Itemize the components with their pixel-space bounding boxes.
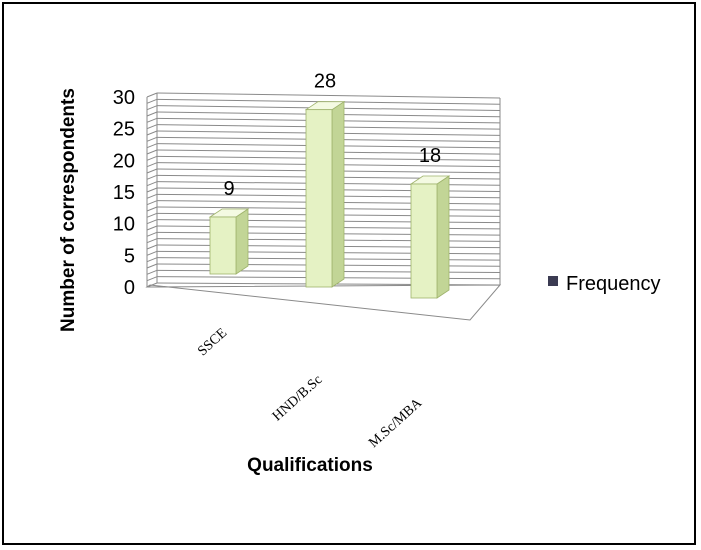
gridline-wall (146, 136, 158, 142)
gridline-wall (146, 98, 158, 104)
data-label: 9 (223, 178, 234, 200)
y-tick-label: 15 (113, 182, 135, 204)
gridline-wall (146, 130, 158, 136)
chart-floor (145, 284, 502, 321)
gridline-wall (146, 105, 158, 111)
y-tick-label: 20 (113, 150, 135, 172)
gridline-wall (146, 162, 158, 168)
gridline-wall (146, 155, 158, 161)
gridline-wall (146, 231, 158, 237)
gridline-wall (146, 257, 158, 263)
bar-side (331, 100, 345, 288)
gridline-wall (146, 219, 158, 225)
gridline-wall (146, 187, 158, 193)
gridline-wall (146, 200, 158, 206)
gridline-wall (146, 181, 158, 187)
bar (208, 208, 250, 275)
gridline-wall (146, 117, 158, 123)
gridline-wall (146, 212, 158, 218)
category-label: M.Sc/MBA (366, 395, 426, 451)
gridline-wall (146, 143, 158, 149)
gridline (156, 92, 501, 99)
gridline-wall (146, 269, 158, 275)
gridline-wall (146, 174, 158, 180)
floor-outline (145, 284, 502, 321)
bar-front (209, 216, 237, 275)
gridline-wall (146, 225, 158, 231)
gridline-wall (146, 168, 158, 174)
bars (208, 100, 451, 299)
bar-front (305, 109, 333, 288)
chart-frame (2, 2, 696, 545)
y-axis-ticks: 0 5 10 15 20 25 30 (113, 87, 135, 299)
bar-side (436, 175, 450, 299)
gridline-wall (146, 250, 158, 256)
y-tick-label: 30 (113, 87, 135, 109)
gridline-wall (146, 276, 158, 282)
gridline-wall (146, 206, 158, 212)
y-axis-title: Number of correspondents (58, 88, 79, 332)
legend-marker-frequency (548, 276, 558, 286)
category-labels: SSCE HND/B.Sc M.Sc/MBA (195, 326, 426, 451)
legend: Frequency (548, 273, 661, 295)
data-label: 28 (314, 71, 336, 93)
category-label: SSCE (195, 326, 230, 360)
data-labels: 9 28 18 (223, 71, 441, 200)
legend-label-frequency: Frequency (566, 273, 661, 295)
bar (304, 100, 346, 288)
gridline-wall (146, 193, 158, 199)
bar (409, 175, 451, 299)
gridline-wall (146, 263, 158, 269)
y-tick-label: 10 (113, 214, 135, 236)
bar-front (410, 183, 438, 299)
bar-side (235, 208, 249, 275)
y-tick-label: 0 (124, 277, 135, 299)
gridline-wall (146, 111, 158, 117)
y-tick-label: 25 (113, 119, 135, 141)
gridline-wall (146, 238, 158, 244)
gridline-wall (146, 244, 158, 250)
data-label: 18 (419, 145, 441, 167)
x-axis-title: Qualifications (247, 455, 373, 476)
gridline-wall (146, 124, 158, 130)
gridline-wall (146, 92, 158, 98)
gridline-wall (146, 149, 158, 155)
y-tick-label: 5 (124, 245, 135, 267)
category-label: HND/B.Sc (270, 372, 325, 424)
